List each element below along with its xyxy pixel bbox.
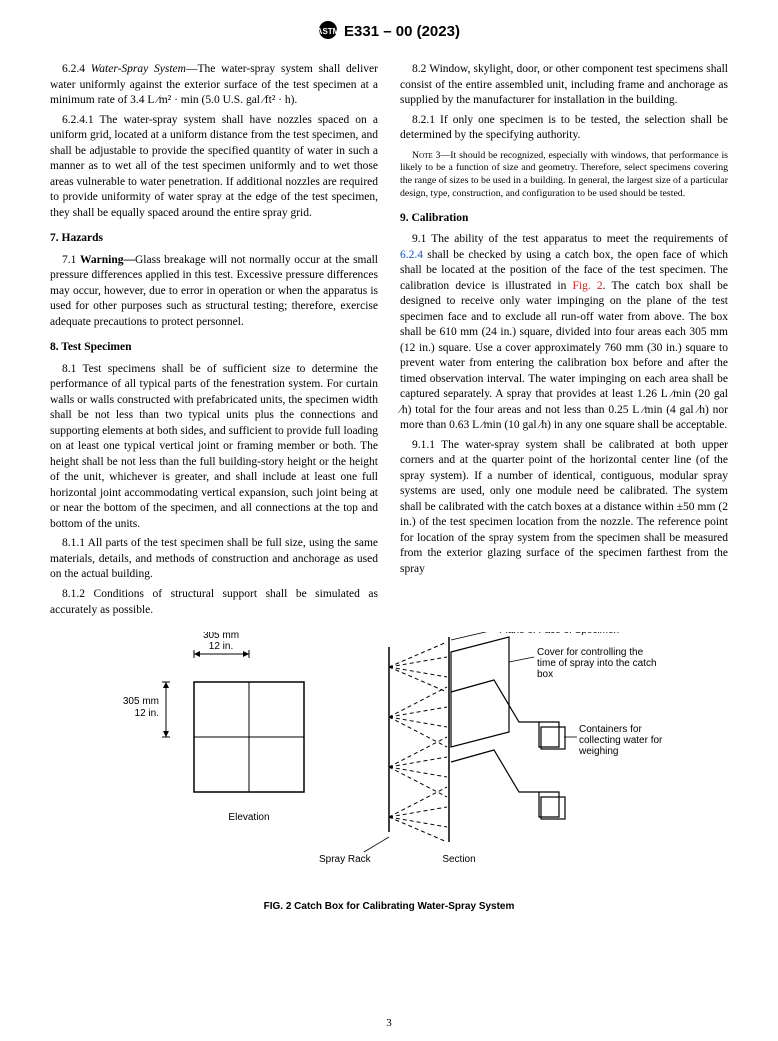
astm-logo-icon: ASTM (318, 20, 338, 44)
note-3-text: It should be recognized, especially with… (400, 150, 728, 199)
para-8-2: 8.2 Window, skylight, door, or other com… (400, 62, 728, 109)
page-number: 3 (0, 1017, 778, 1029)
section-view: Plane of Face of Specimen Cover for cont… (319, 632, 669, 865)
dim-width-in: 12 in. (209, 641, 233, 652)
designation-text: E331 – 00 (2023) (344, 23, 460, 40)
elevation-view: 305 mm 12 in. 305 mm 12 in. Elevation (123, 632, 304, 823)
section-8-title: 8. Test Specimen (50, 340, 378, 356)
dim-height-mm: 305 mm (123, 696, 159, 707)
figure-2-caption: FIG. 2 Catch Box for Calibrating Water-S… (50, 901, 728, 912)
spray-rack-label: Spray Rack (319, 854, 372, 865)
page: ASTM E331 – 00 (2023) 6.2.4 Water-Spray … (0, 0, 778, 1041)
annot-cover: Cover for controlling the time of spray … (537, 647, 657, 680)
para-9-1-1: 9.1.1 The water-spray system shall be ca… (400, 438, 728, 578)
para-9-1: 9.1 The ability of the test apparatus to… (400, 232, 728, 434)
two-column-layout: 6.2.4 Water-Spray System—The water-spray… (50, 62, 728, 622)
section-label: Section (442, 854, 475, 865)
para-8-1-1: 8.1.1 All parts of the test specimen sha… (50, 536, 378, 583)
note-3: Note 3—It should be recognized, especial… (400, 150, 728, 201)
annot-plane: Plane of Face of Specimen (499, 632, 619, 636)
note-3-label: Note 3— (412, 150, 450, 161)
annot-containers: Containers for collecting water for weig… (579, 724, 669, 757)
page-header: ASTM E331 – 00 (2023) (50, 20, 728, 44)
cover-shape (451, 637, 509, 747)
section-9-title: 9. Calibration (400, 211, 728, 227)
para-6-2-4: 6.2.4 Water-Spray System—The water-spray… (50, 62, 378, 109)
para-8-1: 8.1 Test specimens shall be of sufficien… (50, 362, 378, 533)
svg-text:ASTM: ASTM (318, 27, 338, 36)
catch-boxes (451, 680, 565, 819)
figure-2: 305 mm 12 in. 305 mm 12 in. Elevation (50, 632, 728, 912)
link-6-2-4[interactable]: 6.2.4 (400, 249, 423, 261)
para-8-1-2: 8.1.2 Conditions of structural support s… (50, 587, 378, 618)
dim-height-in: 12 in. (135, 708, 159, 719)
para-8-2-1: 8.2.1 If only one specimen is to be test… (400, 113, 728, 144)
para-6-2-4-1: 6.2.4.1 The water-spray system shall hav… (50, 113, 378, 222)
elevation-label: Elevation (228, 812, 269, 823)
dim-width-mm: 305 mm (203, 632, 239, 641)
right-column: 8.2 Window, skylight, door, or other com… (400, 62, 728, 622)
link-fig-2[interactable]: Fig. 2 (573, 280, 603, 292)
figure-2-svg: 305 mm 12 in. 305 mm 12 in. Elevation (109, 632, 669, 892)
left-column: 6.2.4 Water-Spray System—The water-spray… (50, 62, 378, 622)
section-7-title: 7. Hazards (50, 231, 378, 247)
para-7-1: 7.1 Warning—Glass breakage will not norm… (50, 253, 378, 331)
